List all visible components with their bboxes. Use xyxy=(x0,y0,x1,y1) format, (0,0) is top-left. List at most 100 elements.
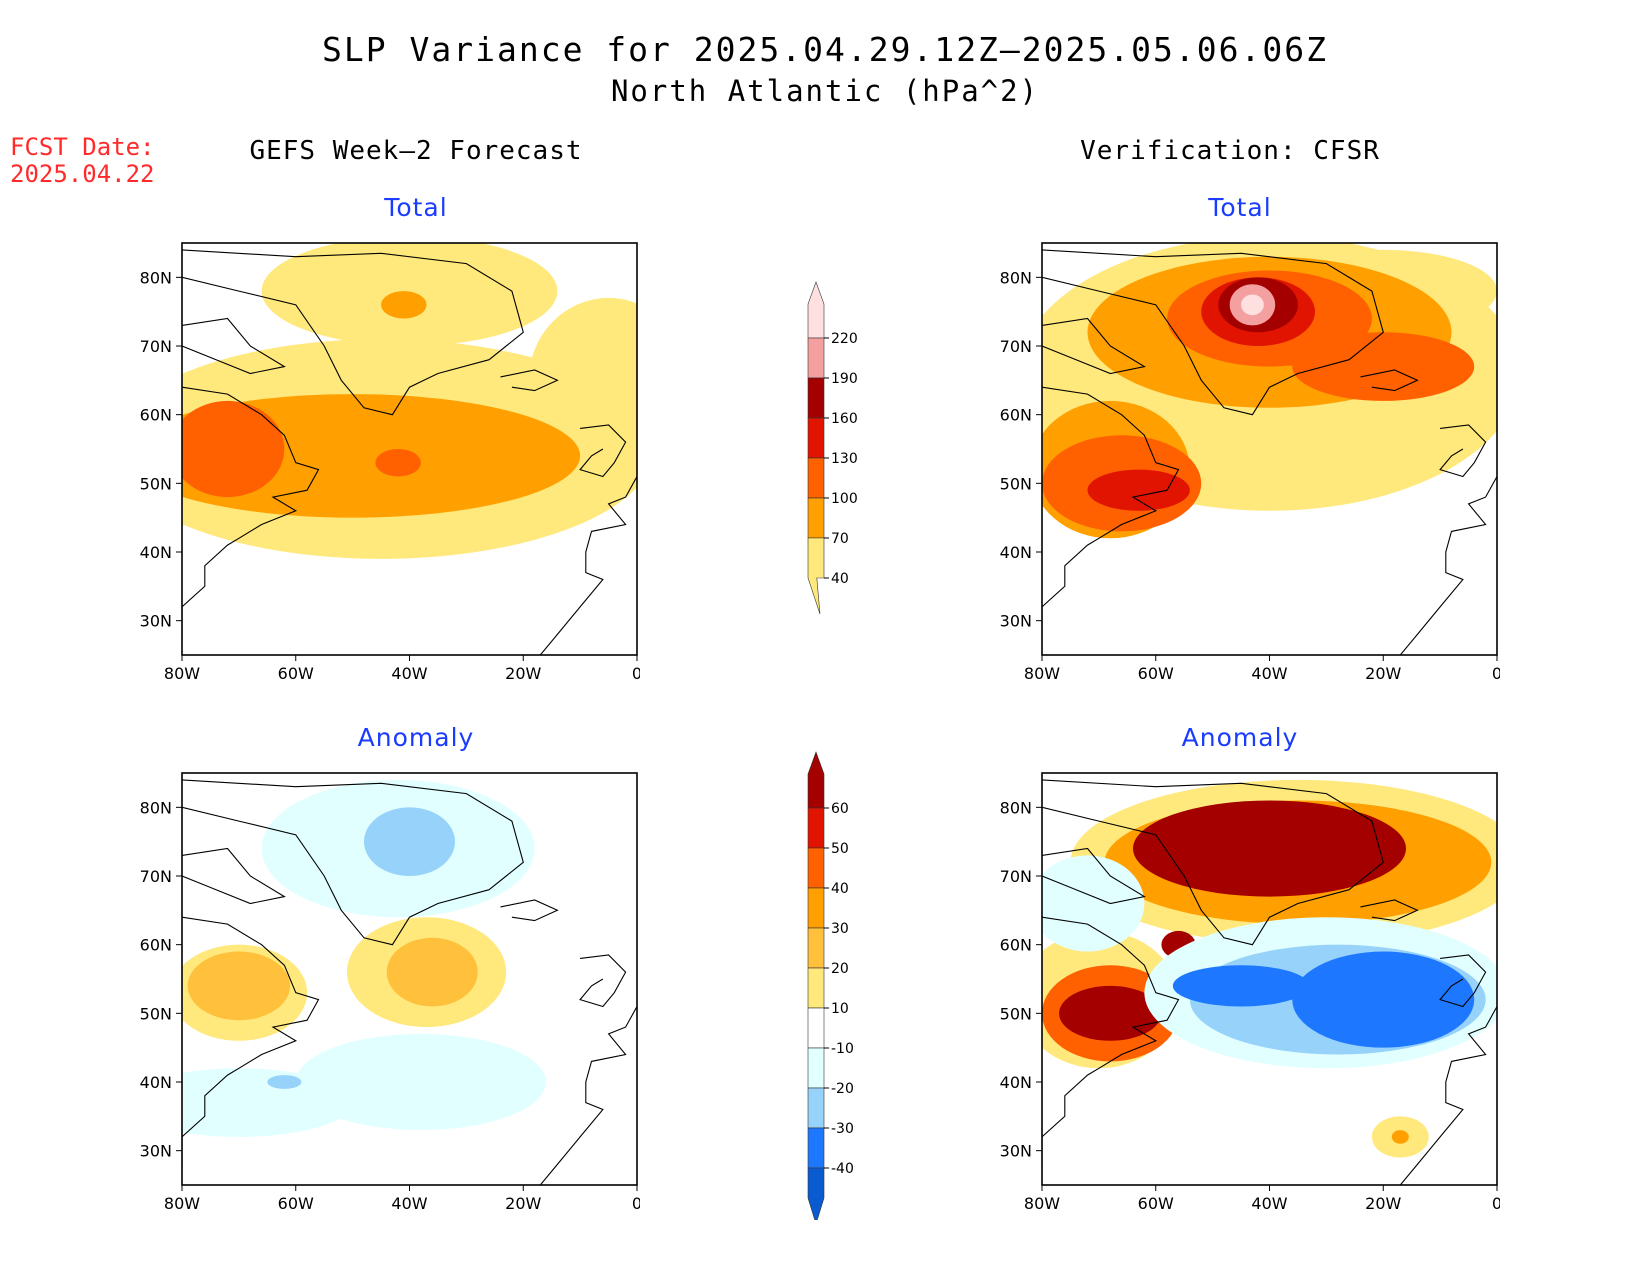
contour-region xyxy=(182,400,285,498)
gefs-total-map: 80N 70N 60N 50N 40N 30N 80W 60W 40W 20W 0 xyxy=(140,242,640,683)
colorbar-level-label: 20 xyxy=(831,961,849,977)
colorbar-segment xyxy=(807,537,825,615)
coastline xyxy=(1360,369,1419,392)
contour-region xyxy=(375,449,421,477)
coastline xyxy=(1439,954,1487,1008)
colorbar-level-label: 130 xyxy=(831,451,858,467)
lon-tick-label: 40W xyxy=(391,664,427,683)
coastline xyxy=(1360,899,1419,922)
colorbar-segment xyxy=(807,847,825,889)
lat-tick-label: 80N xyxy=(1000,798,1032,817)
lon-tick-label: 20W xyxy=(505,664,541,683)
fcst-date-value: 2025.04.22 xyxy=(10,160,155,188)
colorbar-level-label: -10 xyxy=(831,1041,854,1057)
lon-tick-label: 60W xyxy=(1138,1194,1174,1213)
colorbar-segment xyxy=(807,807,825,849)
lat-tick-label: 40N xyxy=(140,1073,172,1092)
colorbar-segment xyxy=(807,1127,825,1169)
lat-tick-label: 50N xyxy=(1000,474,1032,493)
coastline xyxy=(182,779,524,946)
colorbar-level-label: 220 xyxy=(831,331,858,347)
colorbar-segment xyxy=(807,887,825,929)
fcst-date-label: FCST Date: xyxy=(10,133,155,161)
colorbar-segment xyxy=(807,927,825,969)
cfsr-total-map: 80N 70N 60N 50N 40N 30N 80W 60W 40W 20W 0 xyxy=(1000,242,1500,683)
colorbar-segment xyxy=(807,377,825,419)
lat-tick-label: 30N xyxy=(140,1142,172,1161)
colorbar-level-label: 70 xyxy=(831,531,849,547)
colorbar-segment xyxy=(807,337,825,379)
lon-tick-label: 60W xyxy=(278,1194,314,1213)
lat-tick-label: 60N xyxy=(140,936,172,955)
colorbar-level-label: 40 xyxy=(831,571,849,587)
coastline xyxy=(579,954,627,1008)
gefs-anomaly-map: 80N 70N 60N 50N 40N 30N 80W 60W 40W 20W 0 xyxy=(140,772,640,1213)
gefs-anomaly-title: Anomaly xyxy=(357,723,475,752)
lat-tick-label: 50N xyxy=(1000,1004,1032,1023)
lon-tick-label: 40W xyxy=(1251,664,1287,683)
coastline xyxy=(500,369,559,392)
lat-tick-label: 80N xyxy=(1000,268,1032,287)
lat-tick-label: 30N xyxy=(1000,612,1032,631)
coastline xyxy=(1042,249,1384,416)
lat-tick-label: 80N xyxy=(140,798,172,817)
coastline xyxy=(182,916,320,1172)
colorbar-level-label: 40 xyxy=(831,881,849,897)
lat-tick-label: 60N xyxy=(140,406,172,425)
gefs-column-heading: GEFS Week—2 Forecast xyxy=(249,136,583,166)
lon-tick-label: 80W xyxy=(1024,664,1060,683)
contour-region xyxy=(267,1075,302,1089)
coastline xyxy=(182,847,286,905)
lon-tick-label: 20W xyxy=(1365,1194,1401,1213)
lat-tick-label: 40N xyxy=(1000,1073,1032,1092)
coastline xyxy=(1399,476,1497,655)
lon-tick-label: 40W xyxy=(1251,1194,1287,1213)
contour-region xyxy=(1087,469,1190,511)
coastline xyxy=(500,899,559,922)
contour-region xyxy=(1042,855,1145,952)
colorbar-segment xyxy=(807,1087,825,1129)
figure-title: SLP Variance for 2025.04.29.12Z—2025.05.… xyxy=(322,30,1328,69)
colorbar-level-label: 100 xyxy=(831,491,858,507)
colorbar-segment xyxy=(807,1007,825,1049)
lat-tick-label: 40N xyxy=(140,543,172,562)
figure-subtitle: North Atlantic (hPa^2) xyxy=(610,74,1040,108)
anomaly-colorbar: 60 50 40 30 20 10 -10 -20 -30 -40 xyxy=(807,751,854,1220)
colorbar-level-label: -30 xyxy=(831,1121,854,1137)
colorbar-segment xyxy=(807,457,825,499)
coastline xyxy=(539,476,637,655)
lon-tick-label: 0 xyxy=(1492,664,1500,683)
cfsr-total-title: Total xyxy=(1208,193,1272,222)
cfsr-anomaly-title: Anomaly xyxy=(1181,723,1299,752)
lat-tick-label: 50N xyxy=(140,474,172,493)
colorbar-level-label: 190 xyxy=(831,371,858,387)
lon-tick-label: 20W xyxy=(1365,664,1401,683)
lat-tick-label: 30N xyxy=(140,612,172,631)
gefs-total-title: Total xyxy=(384,193,448,222)
coastline xyxy=(182,386,320,642)
lat-tick-label: 70N xyxy=(1000,337,1032,356)
coastline xyxy=(182,249,524,416)
colorbar-segment xyxy=(807,751,825,809)
contour-region xyxy=(1292,332,1475,401)
colorbar-segment xyxy=(807,417,825,459)
coastline xyxy=(1042,916,1180,1172)
lon-tick-label: 80W xyxy=(164,1194,200,1213)
colorbar-level-label: 60 xyxy=(831,801,849,817)
coastline xyxy=(1042,317,1146,375)
contour-region xyxy=(381,291,427,319)
lat-tick-label: 70N xyxy=(140,867,172,886)
contour-region xyxy=(1133,800,1406,897)
lat-tick-label: 70N xyxy=(1000,867,1032,886)
contour-region xyxy=(1172,965,1310,1007)
colorbar-level-label: 10 xyxy=(831,1001,849,1017)
colorbar-level-label: -20 xyxy=(831,1081,854,1097)
lat-tick-label: 80N xyxy=(140,268,172,287)
contour-region xyxy=(364,807,455,876)
contour-region xyxy=(528,297,637,463)
lon-tick-label: 60W xyxy=(1138,664,1174,683)
lon-tick-label: 0 xyxy=(632,1194,640,1213)
contour-region xyxy=(386,937,478,1007)
colorbar-segment xyxy=(807,1047,825,1089)
colorbar-segment xyxy=(807,497,825,539)
